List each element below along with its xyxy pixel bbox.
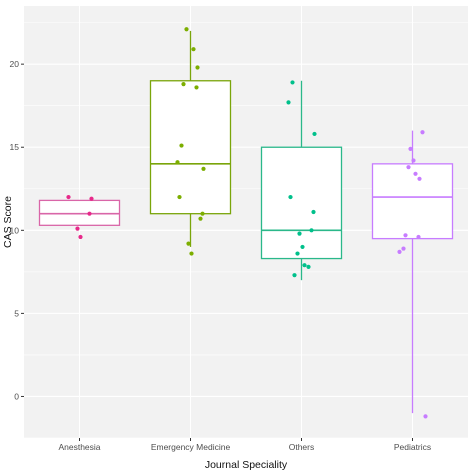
jitter-points (66, 27, 428, 419)
data-point (297, 231, 302, 236)
data-point (406, 165, 411, 170)
data-point (306, 264, 311, 269)
data-point (191, 47, 196, 52)
data-point (75, 226, 80, 231)
data-point (423, 414, 428, 419)
data-point (420, 130, 425, 135)
data-point (184, 27, 189, 32)
data-point (186, 241, 191, 246)
x-tick-label: Others (289, 442, 315, 452)
y-tick-label: 15 (10, 142, 20, 152)
x-tick-label: Anesthesia (58, 442, 100, 452)
data-point (290, 80, 295, 85)
y-axis-title: CAS Score (2, 196, 14, 248)
data-point (309, 228, 314, 233)
data-point (200, 211, 205, 216)
x-axis-title: Journal Speciality (205, 459, 288, 471)
data-point (201, 166, 206, 171)
data-point (300, 244, 305, 250)
data-point (397, 249, 402, 255)
box-emergency-medicine (149, 80, 232, 215)
y-tick-label: 5 (14, 308, 19, 318)
data-point (311, 209, 316, 215)
data-point (175, 160, 180, 165)
data-point (288, 194, 293, 200)
box-anesthesia (38, 199, 121, 226)
boxes (38, 30, 454, 414)
data-point (286, 100, 291, 105)
data-point (89, 196, 94, 201)
data-point (66, 194, 71, 200)
data-point (401, 246, 406, 251)
data-point (194, 85, 199, 90)
y-tick-label: 20 (10, 59, 20, 69)
box-pediatrics (371, 163, 454, 240)
data-point (189, 251, 194, 256)
data-point (181, 81, 186, 87)
data-point (87, 211, 92, 216)
x-tick-label: Pediatrics (394, 442, 431, 452)
x-tick-label: Emergency Medicine (151, 442, 231, 452)
data-point (408, 146, 413, 151)
y-tick-label: 0 (14, 391, 19, 401)
y-tick-label: 10 (10, 225, 20, 235)
data-point (413, 171, 418, 176)
data-point (198, 216, 203, 221)
axes: 0 5 10 15 20 Anesthesia Emergency Medicine Othe… (10, 59, 432, 452)
data-point (195, 65, 200, 70)
data-point (312, 131, 317, 137)
data-point (295, 251, 300, 256)
data-point (78, 234, 83, 240)
data-point (403, 233, 408, 238)
data-point (411, 158, 416, 163)
data-point (292, 273, 297, 278)
data-point (179, 143, 184, 148)
data-point (417, 176, 422, 181)
data-point (416, 234, 421, 240)
box-others (260, 146, 343, 260)
data-point (177, 194, 182, 200)
data-point (302, 263, 307, 268)
